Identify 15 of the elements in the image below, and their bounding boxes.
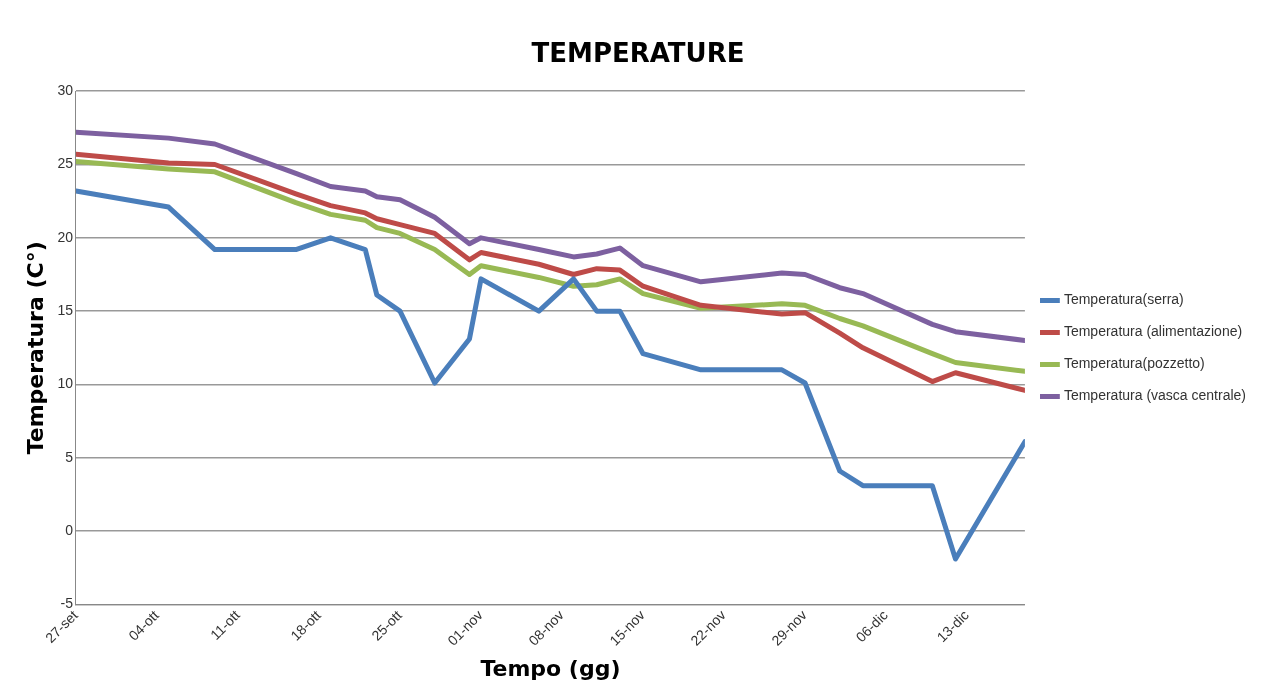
- y-tick-label: 5: [65, 448, 74, 465]
- legend-label: Temperatura (alimentazione): [1063, 323, 1243, 340]
- y-tick-label: 30: [57, 82, 74, 99]
- x-axis-title: Tempo (gg): [480, 655, 621, 681]
- y-tick-label: 10: [57, 375, 74, 392]
- y-tick-label: 20: [57, 228, 74, 245]
- y-tick-label: 0: [65, 521, 74, 538]
- y-tick-label: 15: [57, 302, 74, 319]
- y-tick-label: 25: [57, 155, 74, 172]
- legend-label: Temperatura (vasca centrale): [1063, 387, 1246, 404]
- legend-label: Temperatura(pozzetto): [1063, 355, 1205, 372]
- chart-title: TEMPERATURE: [531, 38, 745, 69]
- legend-label: Temperatura(serra): [1063, 291, 1184, 308]
- y-axis-title: Temperatura (C°): [22, 241, 48, 455]
- y-tick-label: -5: [60, 595, 74, 612]
